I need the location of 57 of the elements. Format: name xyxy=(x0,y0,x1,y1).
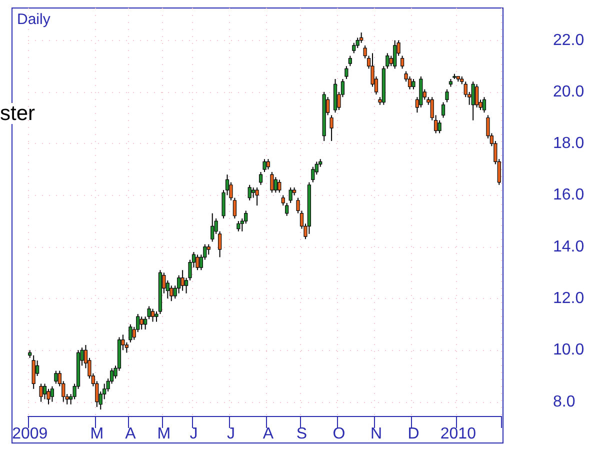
candlestick xyxy=(288,186,292,204)
candlestick xyxy=(50,386,54,402)
y-tick-label: 22.0 xyxy=(553,32,584,49)
y-tick-label: 8.0 xyxy=(553,393,576,410)
candlestick xyxy=(196,254,200,271)
x-tick-label: 2010 xyxy=(440,426,476,442)
x-tick-label: J xyxy=(190,426,198,442)
candlestick xyxy=(266,158,270,170)
candlestick xyxy=(471,81,475,121)
candlestick xyxy=(348,55,352,67)
candlestick xyxy=(54,370,58,384)
y-tick-label: 16.0 xyxy=(553,186,584,204)
candlestick xyxy=(438,120,442,134)
x-tick-label: M xyxy=(157,426,171,442)
y-tick-label: 10.0 xyxy=(553,342,584,359)
candlestick xyxy=(252,186,256,198)
candlestick xyxy=(330,114,334,142)
x-tick-label: S xyxy=(296,426,308,442)
x-tick-label: M xyxy=(90,426,104,442)
candlestick xyxy=(258,171,263,186)
x-tick-label: A xyxy=(262,426,274,442)
y-tick-label: 12.0 xyxy=(553,290,584,308)
x-tick-label: 2009 xyxy=(12,426,48,442)
candlestick xyxy=(344,66,348,80)
candlestick xyxy=(274,176,278,194)
candlestick xyxy=(408,76,412,90)
candlestick xyxy=(140,316,144,330)
candlestick xyxy=(128,324,132,343)
candlestick xyxy=(39,383,43,402)
candlestick xyxy=(236,220,240,232)
candlestick xyxy=(278,179,282,194)
x-tick-label: N xyxy=(370,426,382,442)
annotation: ster xyxy=(0,102,36,125)
x-tick-label: D xyxy=(408,426,420,442)
candlestick xyxy=(445,88,449,103)
candlestick xyxy=(475,84,479,108)
candlestick xyxy=(255,186,259,206)
candlestick xyxy=(262,158,266,172)
chart-title: Daily xyxy=(17,11,51,28)
candlestick xyxy=(441,102,446,118)
candlestick xyxy=(270,171,274,194)
x-tick-label: A xyxy=(125,426,136,442)
y-tick-label: 20.0 xyxy=(553,83,584,100)
candlestick xyxy=(248,184,252,201)
y-tick-label: 18.0 xyxy=(553,135,584,152)
candlestick xyxy=(412,78,416,90)
candlestick xyxy=(150,308,155,322)
x-tick-label: J xyxy=(226,426,235,442)
candlestick xyxy=(32,354,36,390)
candlestick xyxy=(393,40,397,70)
candlestick xyxy=(210,212,214,242)
candlestick xyxy=(482,96,486,114)
y-tick-label: 14.0 xyxy=(553,238,584,256)
candlestick xyxy=(180,270,184,292)
x-tick-label: O xyxy=(332,426,346,442)
candlestick xyxy=(400,55,404,70)
candlestick xyxy=(206,244,210,256)
